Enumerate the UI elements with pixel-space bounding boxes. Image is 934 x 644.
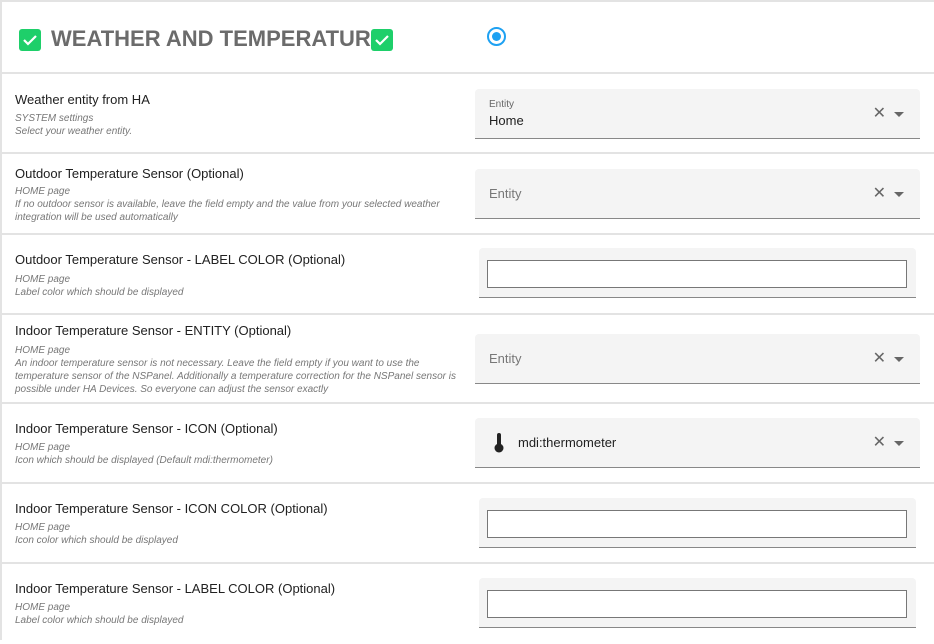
section-header: WEATHER AND TEMPERATURE: [0, 0, 934, 74]
field-placeholder: Entity: [489, 351, 522, 366]
setting-category: HOME page: [15, 442, 71, 453]
setting-row-indoor-icon: Indoor Temperature Sensor - ICON (Option…: [0, 404, 934, 484]
clear-icon[interactable]: ✕: [872, 350, 886, 367]
setting-category: HOME page: [15, 186, 71, 197]
setting-description: If no outdoor sensor is available, leave…: [15, 199, 440, 223]
setting-row-outdoor-label-color: Outdoor Temperature Sensor - LABEL COLOR…: [0, 235, 934, 315]
color-field: [479, 498, 916, 548]
radio-button[interactable]: [487, 27, 506, 46]
indoor-sensor-picker[interactable]: Entity ✕: [475, 334, 920, 384]
setting-label: Weather entity from HA: [15, 92, 150, 107]
setting-label: Indoor Temperature Sensor - ENTITY (Opti…: [15, 323, 292, 338]
setting-row-weather-entity: Weather entity from HA SYSTEM settings S…: [0, 74, 934, 154]
color-field: [479, 248, 916, 298]
outdoor-sensor-picker[interactable]: Entity ✕: [475, 169, 920, 219]
clear-icon[interactable]: ✕: [872, 105, 886, 122]
dropdown-arrow-icon[interactable]: [894, 441, 904, 446]
weather-entity-picker[interactable]: Entity Home ✕: [475, 89, 920, 139]
setting-category: HOME page: [15, 345, 71, 356]
setting-row-indoor-entity: Indoor Temperature Sensor - ENTITY (Opti…: [0, 315, 934, 404]
dropdown-arrow-icon[interactable]: [894, 192, 904, 197]
setting-description: Icon which should be displayed (Default …: [15, 455, 273, 466]
indoor-icon-picker[interactable]: mdi:thermometer ✕: [475, 418, 920, 468]
clear-icon[interactable]: ✕: [872, 185, 886, 202]
setting-category: HOME page: [15, 602, 71, 613]
setting-description: Label color which should be displayed: [15, 287, 184, 298]
field-label: Entity: [489, 99, 515, 110]
indoor-label-color-input[interactable]: [487, 590, 907, 618]
indoor-icon-color-input[interactable]: [487, 510, 907, 538]
field-value: Home: [489, 113, 524, 128]
setting-row-indoor-icon-color: Indoor Temperature Sensor - ICON COLOR (…: [0, 484, 934, 564]
setting-description: An indoor temperature sensor is not nece…: [15, 358, 456, 395]
checkbox-checked-icon[interactable]: [19, 29, 41, 51]
setting-label: Outdoor Temperature Sensor (Optional): [15, 166, 244, 181]
setting-category: HOME page: [15, 274, 71, 285]
section-title: WEATHER AND TEMPERATURE: [51, 26, 386, 51]
dropdown-arrow-icon[interactable]: [894, 112, 904, 117]
setting-row-outdoor-sensor: Outdoor Temperature Sensor (Optional) HO…: [0, 154, 934, 235]
setting-description: Select your weather entity.: [15, 126, 133, 137]
setting-label: Indoor Temperature Sensor - LABEL COLOR …: [15, 581, 336, 596]
field-value: mdi:thermometer: [518, 435, 617, 450]
setting-label: Indoor Temperature Sensor - ICON (Option…: [15, 421, 278, 436]
thermometer-icon: [494, 433, 504, 453]
setting-label: Outdoor Temperature Sensor - LABEL COLOR…: [15, 252, 346, 267]
checkbox-checked-icon[interactable]: [371, 29, 393, 51]
setting-category: SYSTEM settings: [15, 113, 94, 124]
setting-label: Indoor Temperature Sensor - ICON COLOR (…: [15, 501, 328, 516]
dropdown-arrow-icon[interactable]: [894, 357, 904, 362]
setting-description: Label color which should be displayed: [15, 615, 184, 626]
color-field: [479, 578, 916, 628]
setting-description: Icon color which should be displayed: [15, 535, 178, 546]
setting-category: HOME page: [15, 522, 71, 533]
setting-row-indoor-label-color: Indoor Temperature Sensor - LABEL COLOR …: [0, 564, 934, 644]
field-placeholder: Entity: [489, 186, 522, 201]
clear-icon[interactable]: ✕: [872, 434, 886, 451]
outdoor-label-color-input[interactable]: [487, 260, 907, 288]
